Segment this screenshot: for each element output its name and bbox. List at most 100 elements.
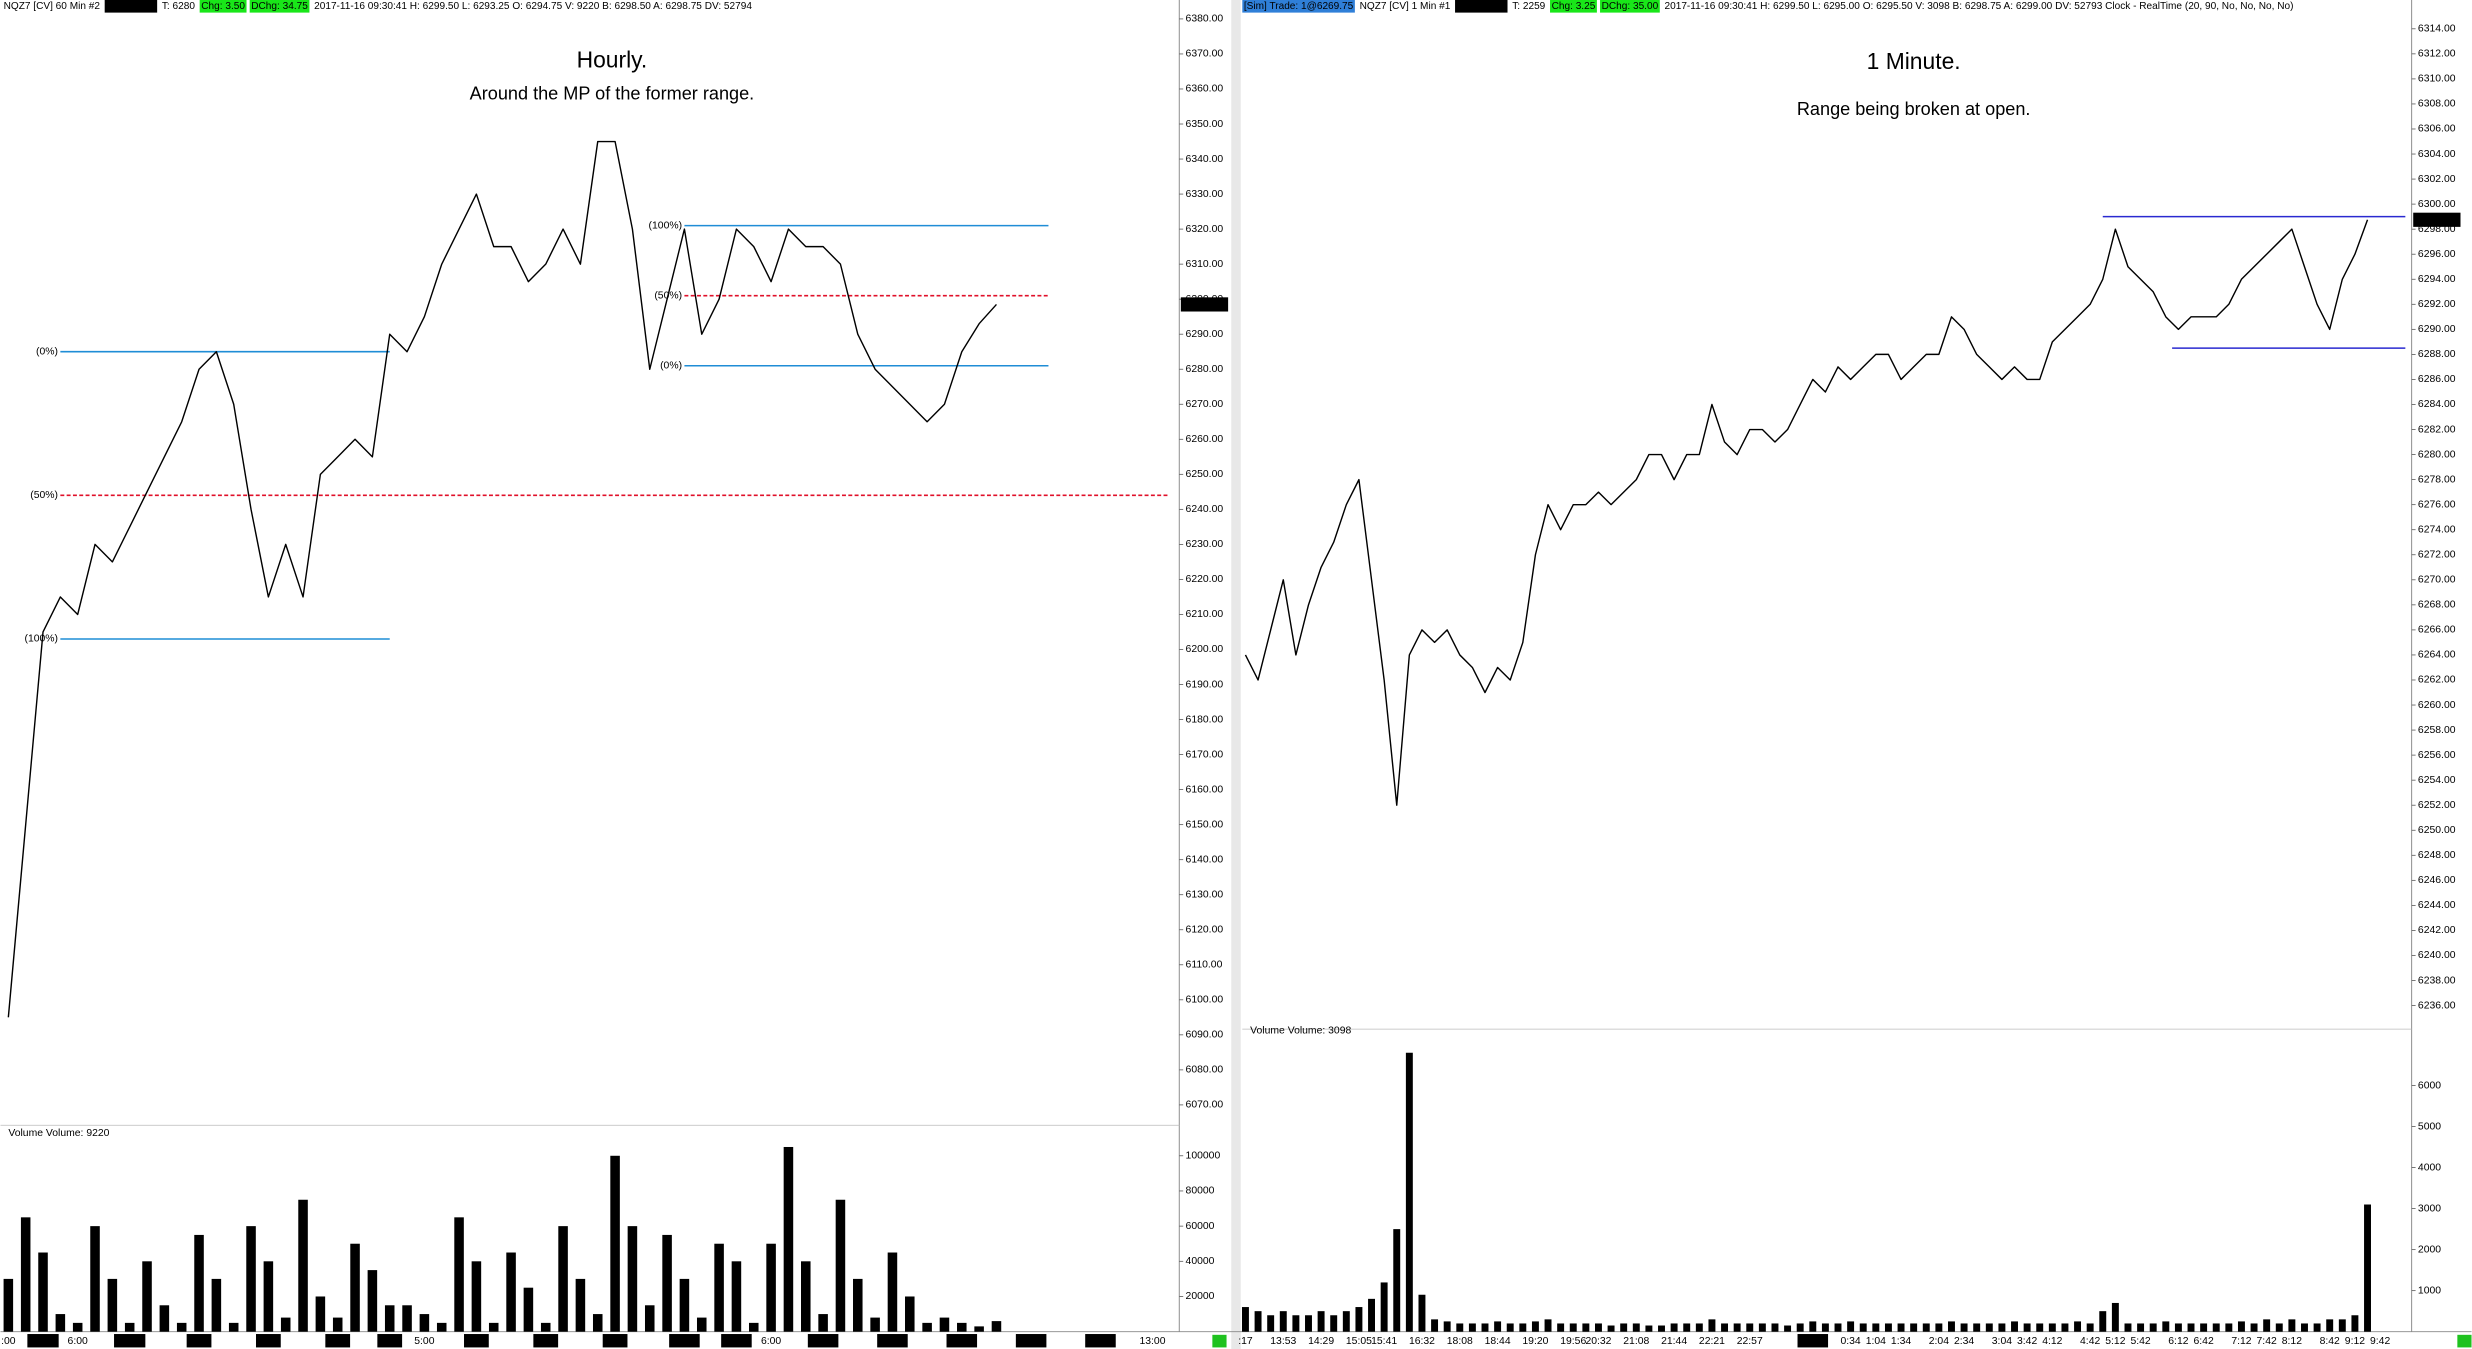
volume-bar [1985,1323,1993,1332]
volume-bar [523,1287,534,1332]
y-tick-label: 6090.00 [1186,1030,1224,1041]
volume-bar [55,1314,66,1332]
volume-bar [3,1278,14,1332]
y-tick-label: 6130.00 [1186,889,1224,900]
volume-bar [1519,1323,1527,1332]
y-tick-label: 5000 [2418,1121,2441,1132]
x-time-label: 19:20 [1522,1336,1548,1347]
volume-bar [1305,1315,1312,1332]
status-box [1600,0,1660,13]
volume-bar [1405,1052,1413,1332]
level-label: (100%) [649,220,683,231]
volume-bar [1973,1323,1981,1332]
x-time-label: :00 [1,1336,16,1347]
y-tick-label: 6220.00 [1186,574,1224,585]
y-tick-label: 6190.00 [1186,679,1224,690]
y-tick-label: 3000 [2418,1203,2441,1214]
volume-bar [2263,1319,2271,1332]
x-time-label: 5:42 [2130,1336,2150,1347]
y-tick-label: 6304.00 [2418,149,2456,160]
volume-bar [575,1278,586,1332]
x-time-label: 6:00 [761,1336,781,1347]
y-tick-label: 6262.00 [2418,675,2456,686]
volume-bar [1355,1307,1363,1332]
y-tick-label: 6180.00 [1186,714,1224,725]
volume-bar [627,1226,638,1332]
y-tick-label: 6314.00 [2418,24,2456,35]
y-tick-label: 6292.00 [2418,299,2456,310]
volume-bar [1443,1321,1451,1332]
volume-bar [974,1326,984,1332]
y-tick-label: 6070.00 [1186,1100,1224,1111]
chart-subtitle: Range being broken at open. [1797,99,2031,119]
volume-bar [1784,1325,1792,1332]
y-tick-label: 6296.00 [2418,249,2456,260]
volume-bar [228,1322,239,1332]
x-date-label: 11-5 [380,1336,400,1347]
y-tick-label: 6170.00 [1186,749,1224,760]
y-tick-label: 6302.00 [2418,174,2456,185]
y-tick-label: 6282.00 [2418,424,2456,435]
volume-bar [2212,1323,2220,1332]
volume-bar [211,1278,222,1332]
x-time-label: 14:29 [1308,1336,1334,1347]
volume-bar [887,1252,898,1332]
level-label: (50%) [30,490,58,501]
volume-bar [2099,1311,2107,1332]
volume-bar [1771,1323,1779,1332]
volume-bar [2086,1323,2094,1332]
y-tick-label: 6260.00 [1186,434,1224,445]
x-date-box [325,1334,351,1348]
volume-bar [107,1278,118,1332]
volume-bar [2023,1323,2031,1332]
volume-bar [939,1317,950,1332]
y-tick-label: 6250.00 [1186,469,1224,480]
y-tick-label: 100000 [1186,1151,1221,1162]
volume-bar [922,1322,932,1332]
volume-bar [1330,1315,1338,1332]
y-tick-label: 6256.00 [2418,750,2456,761]
corner-indicator [2457,1334,2472,1348]
x-time-label: 2:04 [1929,1336,1949,1347]
status-field: 2017-11-16 09:30:41 H: 6299.50 L: 6293.2… [314,1,752,12]
volume-bar [1872,1323,1880,1332]
panel-divider [1231,0,1241,1349]
volume-bar [2237,1321,2245,1332]
x-date-label: 11-18 [1088,1336,1114,1347]
volume-bar [1431,1319,1439,1332]
volume-bar [1998,1323,2006,1332]
price-line [7,140,997,1018]
status-field: C: 6298.50 [106,1,156,12]
x-time-label: 4:42 [2080,1336,2100,1347]
level-label: (0%) [36,346,58,357]
y-tick-label: 6340.00 [1186,154,1224,165]
chart-subtitle: Around the MP of the former range. [470,83,755,103]
volume-bar [2338,1319,2346,1332]
volume-bar [766,1243,776,1332]
status-box [199,0,247,13]
y-tick-label: 6140.00 [1186,854,1224,865]
x-date-box [377,1334,403,1348]
y-tick-label: 6248.00 [2418,850,2456,861]
volume-bar [2149,1323,2157,1332]
x-date-label: 11-14 [810,1336,836,1347]
y-tick-label: 6288.00 [2418,349,2456,360]
volume-bar [2011,1321,2018,1332]
y-tick-label: 6210.00 [1186,609,1224,620]
volume-bar [1317,1311,1325,1332]
volume-bar [194,1234,204,1332]
volume-bar [72,1322,83,1332]
volume-bar [2137,1323,2145,1332]
x-date-label: 10-31 [116,1336,143,1347]
x-time-label: 4:12 [2042,1336,2062,1347]
volume-bar [1948,1321,1955,1332]
x-time-label: 9:12 [2345,1336,2365,1347]
y-tick-label: 6300.00 [2418,199,2456,210]
y-tick-label: 6230.00 [1186,539,1224,550]
x-date-box [721,1334,752,1348]
status-field: T: 2259 [1512,1,1545,12]
volume-bar [1683,1323,1691,1332]
volume-bar [1821,1323,1829,1332]
volume-bar [263,1261,274,1332]
volume-bar [991,1321,1002,1332]
